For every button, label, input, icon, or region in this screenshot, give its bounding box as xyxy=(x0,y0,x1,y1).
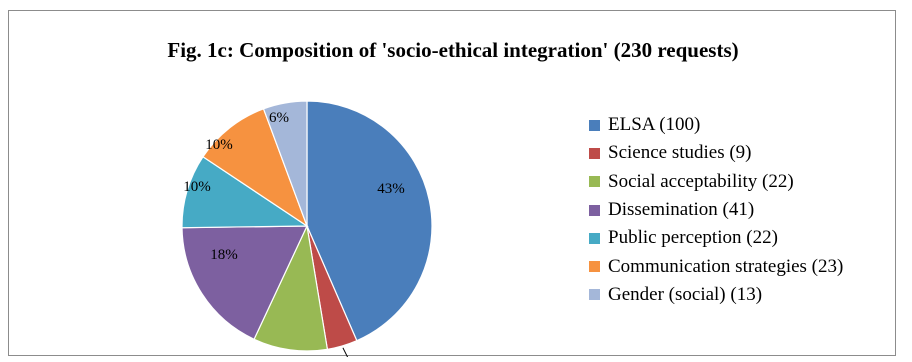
pie-slice xyxy=(181,155,309,229)
legend: ELSA (100) Science studies (9) Social acce… xyxy=(589,111,843,309)
legend-label: Dissemination (41) xyxy=(608,199,755,221)
legend-item: Dissemination (41) xyxy=(589,196,843,224)
legend-label: Communication strategies (23) xyxy=(608,255,844,277)
pie-chart: 43%4%9%18%10%10%6% xyxy=(181,100,433,357)
pie-slice xyxy=(306,100,433,342)
legend-item: ELSA (100) xyxy=(589,111,843,139)
slice-label: 43% xyxy=(377,181,405,197)
slice-label: 18% xyxy=(210,247,238,263)
legend-label: Social acceptability (22) xyxy=(608,170,794,192)
legend-item: Science studies (9) xyxy=(589,139,843,167)
legend-swatch xyxy=(589,147,600,159)
chart-title: Fig. 1c: Composition of 'socio-ethical i… xyxy=(167,38,739,62)
chart-area: Fig. 1c: Composition of 'socio-ethical i… xyxy=(8,10,896,357)
slice-label: 6% xyxy=(269,110,289,126)
legend-item: Public perception (22) xyxy=(589,224,843,252)
pie-slice xyxy=(253,223,329,352)
legend-swatch xyxy=(589,261,600,273)
legend-swatch xyxy=(589,119,600,131)
legend-swatch xyxy=(589,289,600,301)
legend-item: Communication strategies (23) xyxy=(589,252,843,280)
legend-swatch xyxy=(589,232,600,244)
slice-label: 10% xyxy=(183,179,211,195)
pie-slice xyxy=(181,225,308,341)
legend-swatch xyxy=(589,204,600,216)
legend-item: Gender (social) (13) xyxy=(589,281,843,309)
legend-item: Social acceptability (22) xyxy=(589,168,843,196)
legend-label: Public perception (22) xyxy=(608,227,778,249)
pie-slice xyxy=(262,100,308,227)
leader-line xyxy=(342,347,349,357)
legend-label: Gender (social) (13) xyxy=(608,283,763,305)
legend-label: ELSA (100) xyxy=(608,114,701,136)
pie-slice xyxy=(202,108,309,228)
slice-label: 10% xyxy=(205,137,233,153)
legend-swatch xyxy=(589,176,600,188)
legend-label: Science studies (9) xyxy=(608,142,752,164)
